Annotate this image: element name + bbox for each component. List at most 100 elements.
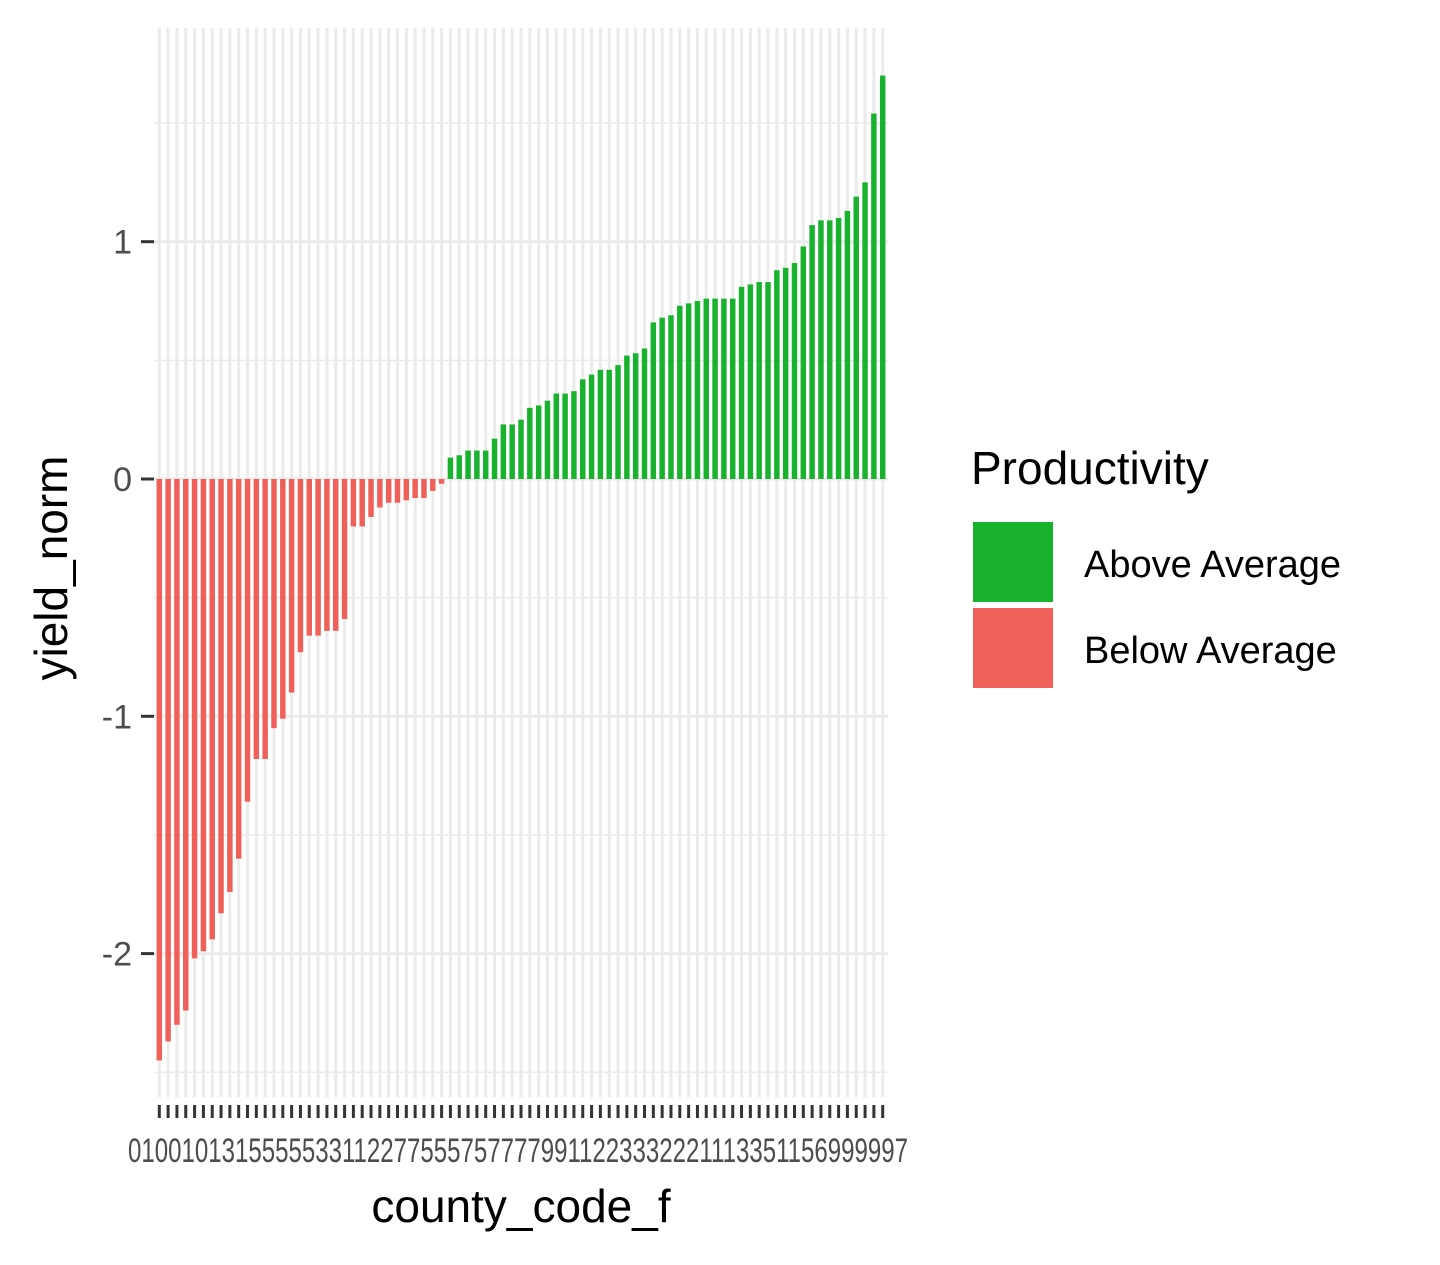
y-tick-label: 1 [113,224,132,262]
bar [438,479,445,484]
legend-label-below: Below Average [1084,630,1337,672]
bar [288,479,295,693]
bar [535,405,542,479]
bar [721,298,727,479]
bar [280,479,286,719]
legend-label-above: Above Average [1084,544,1341,586]
bar [827,220,833,479]
bar [165,479,171,1042]
bar [632,353,639,479]
bar [200,479,207,952]
bar [844,210,851,479]
bar [403,479,410,501]
bar [553,393,560,479]
legend-swatch-below [971,606,1055,690]
bar [447,457,454,479]
bar [694,301,701,479]
bar [474,450,480,479]
bar [659,317,665,479]
bar [862,182,868,480]
bar [747,284,754,479]
bar [871,113,877,479]
bar [218,479,224,914]
bar [191,479,198,959]
y-axis-title: yield_norm [25,456,77,681]
bar [333,479,339,631]
bar [800,246,807,479]
bar [324,479,330,631]
legend-swatch-above [971,520,1055,604]
bar [571,391,577,479]
bar [156,479,163,1061]
bar [853,196,859,480]
bar [341,479,348,620]
bar [394,479,401,503]
bar [174,479,180,1025]
bar [809,225,815,479]
bar [377,479,383,508]
bar [227,479,233,892]
bar [765,282,771,479]
bar [491,438,498,479]
y-tick-label: -1 [102,698,132,736]
bar [235,479,242,859]
bar [791,263,798,479]
bar [421,479,427,498]
x-tick-labels: 0100101315555533112277555757777991122333… [128,1132,908,1170]
bar [562,393,568,479]
bars [156,75,886,1061]
bar [518,419,524,479]
bar [315,479,321,636]
legend: Productivity Above Average Below Average [971,442,1341,690]
bar [756,282,762,479]
bar [385,479,392,503]
bar [615,365,621,479]
bar [359,479,365,527]
y-tick-label: 0 [113,461,132,499]
bar [624,355,630,479]
bar [482,450,489,479]
bar [527,407,533,479]
bar [730,298,736,479]
bar [879,75,886,479]
bar [430,479,436,491]
bar [368,479,374,517]
bar [774,270,780,479]
bar [209,479,215,940]
bar [650,322,657,479]
bar [350,479,357,527]
x-axis: 0100101315555533112277555757777991122333… [128,1105,908,1170]
bar [641,348,648,479]
bar [509,424,515,479]
y-tick-label: -2 [102,936,132,974]
legend-title: Productivity [971,442,1209,494]
bar [580,379,586,479]
bar [606,369,612,479]
bar [297,479,304,653]
bar [588,374,595,479]
bar [712,298,718,479]
bar [244,479,251,802]
bar [465,450,471,479]
bar [183,479,189,1011]
bar [738,286,745,479]
y-axis: -2 -1 0 1 [102,224,154,974]
x-axis-title: county_code_f [371,1180,670,1232]
bar [685,303,692,479]
bar [544,400,551,479]
bar [412,479,418,498]
bar [306,479,312,636]
bar [500,424,507,479]
bar [262,479,268,760]
bar [782,267,789,479]
bar [677,305,683,479]
bar [818,220,824,479]
bar [703,298,709,479]
bar [597,369,604,479]
bar [668,315,674,479]
bar [456,455,462,479]
bar [835,217,842,479]
bar [253,479,260,760]
bar [271,479,277,729]
